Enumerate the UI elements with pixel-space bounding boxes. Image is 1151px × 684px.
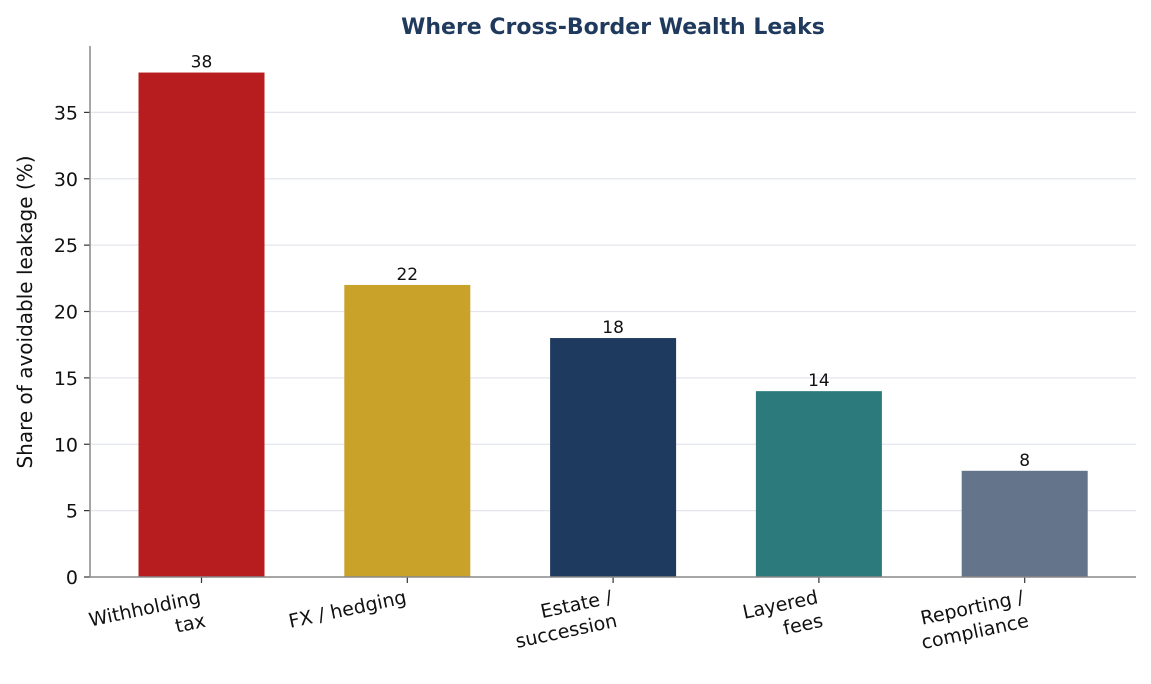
x-tick-label: Reporting /compliance	[919, 586, 1031, 654]
y-tick-label: 15	[54, 368, 78, 390]
y-tick-label: 0	[66, 567, 78, 589]
bar-value-label: 14	[808, 371, 830, 391]
bar-value-label: 22	[396, 265, 418, 285]
x-tick-label: FX / hedging	[287, 586, 409, 632]
bars	[138, 72, 1088, 578]
axes	[84, 46, 1136, 583]
y-tick-label: 20	[54, 302, 78, 324]
x-tick-label: Estate /succession	[514, 586, 620, 653]
y-tick-label: 25	[54, 235, 78, 257]
bar	[550, 338, 677, 577]
y-axis-label: Share of avoidable leakage (%)	[13, 155, 37, 468]
chart-title: Where Cross-Border Wealth Leaks	[401, 15, 825, 40]
y-tick-label: 30	[54, 169, 78, 191]
y-tick-label: 35	[54, 102, 78, 124]
bar-value-label: 18	[602, 318, 624, 338]
bar	[344, 284, 471, 577]
bar-value-label: 38	[191, 53, 213, 73]
x-tick-label-line: tax	[173, 610, 207, 638]
y-tick-label: 10	[54, 434, 78, 456]
bar	[755, 391, 882, 577]
bar	[138, 72, 265, 578]
bar-value-label: 8	[1019, 451, 1030, 471]
y-tick-label: 5	[66, 501, 78, 523]
x-tick-label-line: FX / hedging	[287, 586, 409, 632]
bar	[961, 470, 1088, 577]
